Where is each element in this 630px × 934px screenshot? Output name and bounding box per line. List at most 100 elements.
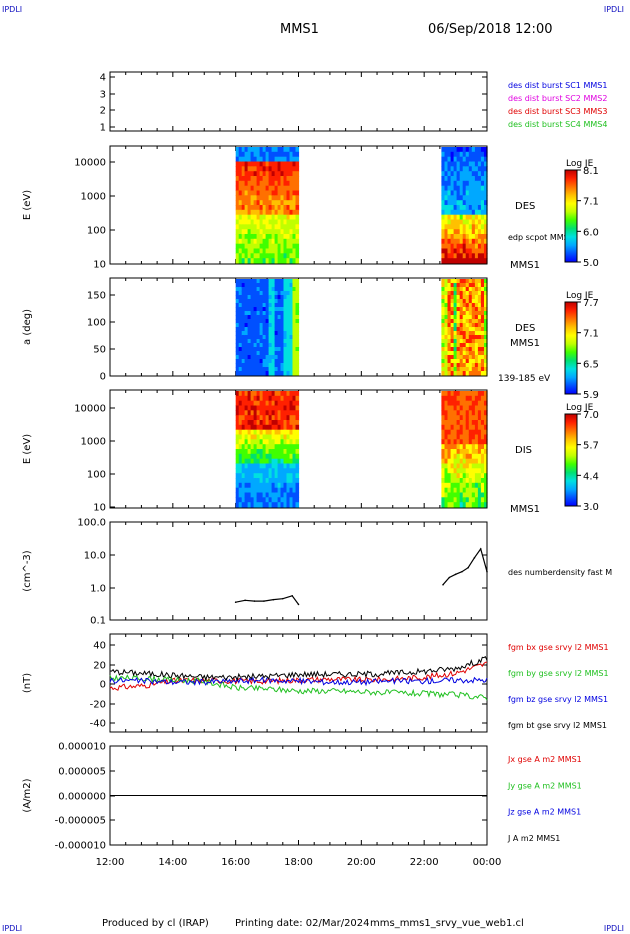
spectrogram-cell bbox=[259, 335, 264, 340]
spectrogram-cell bbox=[268, 355, 273, 360]
spectrogram-cell bbox=[453, 283, 458, 288]
spectrogram-cell bbox=[447, 176, 452, 182]
spectrogram-cell bbox=[253, 323, 258, 328]
spectrogram-cell bbox=[465, 323, 470, 328]
spectrogram-cell bbox=[256, 243, 261, 250]
spectrogram-cell bbox=[244, 190, 249, 196]
y-tick-label: 0.000010 bbox=[58, 742, 106, 753]
spectrogram-cell bbox=[480, 444, 485, 450]
spectrogram-cell bbox=[250, 434, 255, 440]
spectrogram-cell bbox=[256, 151, 261, 158]
spectrogram-cell bbox=[480, 253, 485, 259]
spectrogram-cell bbox=[280, 323, 285, 328]
spectrogram-cell bbox=[471, 363, 476, 368]
spectrogram-cell bbox=[280, 258, 285, 264]
spectrogram-cell bbox=[277, 335, 282, 340]
spectrogram-cell bbox=[247, 327, 252, 332]
spectrogram-cell bbox=[250, 347, 255, 352]
spectrogram-cell bbox=[253, 355, 258, 360]
spectrogram-cell bbox=[295, 200, 300, 206]
spectrogram-cell bbox=[280, 219, 285, 225]
spectrogram-cell bbox=[241, 166, 246, 172]
spectrogram-cell bbox=[462, 424, 467, 431]
spectrogram-cell bbox=[444, 166, 449, 172]
spectrogram-cell bbox=[274, 405, 279, 411]
spectrogram-cell bbox=[471, 180, 476, 187]
spectrogram-cell bbox=[283, 444, 288, 450]
spectrogram-cell bbox=[271, 444, 276, 450]
spectrogram-cell bbox=[235, 492, 240, 498]
spectrogram-cell bbox=[286, 166, 291, 172]
spectrogram-cell bbox=[286, 355, 291, 360]
spectrogram-cell bbox=[280, 478, 285, 484]
spectrogram-cell bbox=[474, 355, 479, 360]
spectrogram-cell bbox=[459, 315, 464, 320]
spectrogram-cell bbox=[484, 229, 488, 235]
spectrogram-cell bbox=[441, 243, 445, 250]
spectrogram-cell bbox=[250, 367, 255, 372]
spectrogram-cell bbox=[283, 339, 288, 344]
spectrogram-cell bbox=[250, 482, 255, 489]
spectrogram-cell bbox=[268, 335, 273, 340]
spectrogram-cell bbox=[292, 319, 297, 324]
spectrogram-cell bbox=[289, 258, 294, 264]
spectrogram-cell bbox=[441, 482, 445, 489]
spectrogram-cell bbox=[277, 243, 282, 250]
spectrogram-cell bbox=[453, 434, 458, 440]
spectrogram-cell bbox=[277, 371, 282, 376]
spectrogram-cell bbox=[280, 449, 285, 455]
spectrogram-cell bbox=[274, 343, 279, 348]
spectrogram-cell bbox=[250, 156, 255, 163]
spectrogram-cell bbox=[253, 367, 258, 372]
spectrogram-cell bbox=[259, 253, 264, 259]
spectrogram-cell bbox=[256, 434, 261, 440]
spectrogram-cell bbox=[271, 331, 276, 336]
spectrogram-cell bbox=[253, 214, 258, 221]
spectrogram-cell bbox=[265, 161, 270, 167]
spectrogram-cell bbox=[274, 359, 279, 364]
spectrogram-cell bbox=[459, 287, 464, 292]
spectrogram-cell bbox=[250, 492, 255, 498]
spectrogram-cell bbox=[447, 258, 452, 264]
spectrogram-cell bbox=[465, 492, 470, 498]
spectrogram-cell bbox=[474, 351, 479, 356]
spectrogram-cell bbox=[250, 478, 255, 484]
spectrogram-cell bbox=[480, 166, 485, 172]
spectrogram-cell bbox=[244, 248, 249, 254]
spectrogram-cell bbox=[477, 176, 482, 182]
spectrogram-cell bbox=[474, 449, 479, 455]
spectrogram-cell bbox=[271, 391, 276, 397]
spectrogram-cell bbox=[286, 458, 291, 465]
spectrogram-cell bbox=[286, 248, 291, 254]
side-label: DIS bbox=[515, 445, 532, 456]
spectrogram-cell bbox=[286, 315, 291, 320]
spectrogram-cell bbox=[471, 258, 476, 264]
spectrogram-cell bbox=[456, 420, 461, 426]
spectrogram-cell bbox=[465, 303, 470, 308]
spectrogram-cell bbox=[268, 295, 273, 300]
spectrogram-cell bbox=[292, 214, 297, 221]
spectrogram-cell bbox=[277, 478, 282, 484]
spectrogram-cell bbox=[292, 415, 297, 421]
spectrogram-cell bbox=[292, 180, 297, 187]
spectrogram-cell bbox=[471, 279, 476, 284]
spectrogram-cell bbox=[271, 156, 276, 163]
spectrogram-cell bbox=[468, 287, 473, 292]
spectrogram-cell bbox=[247, 444, 252, 450]
spectrogram-cell bbox=[480, 391, 485, 397]
spectrogram-cell bbox=[441, 311, 445, 316]
spectrogram-cell bbox=[292, 166, 297, 172]
spectrogram-cell bbox=[295, 327, 300, 332]
spectrogram-cell bbox=[259, 171, 264, 177]
spectrogram-cell bbox=[274, 291, 279, 296]
spectrogram-cell bbox=[447, 420, 452, 426]
spectrogram-cell bbox=[474, 311, 479, 316]
spectrogram-cell bbox=[265, 209, 270, 216]
spectrogram-cell bbox=[238, 439, 243, 445]
spectrogram-cell bbox=[289, 214, 294, 221]
spectrogram-cell bbox=[268, 400, 273, 407]
spectrogram-cell bbox=[292, 463, 297, 469]
spectrogram-cell bbox=[468, 463, 473, 469]
spectrogram-cell bbox=[247, 219, 252, 225]
spectrogram-cell bbox=[244, 205, 249, 211]
